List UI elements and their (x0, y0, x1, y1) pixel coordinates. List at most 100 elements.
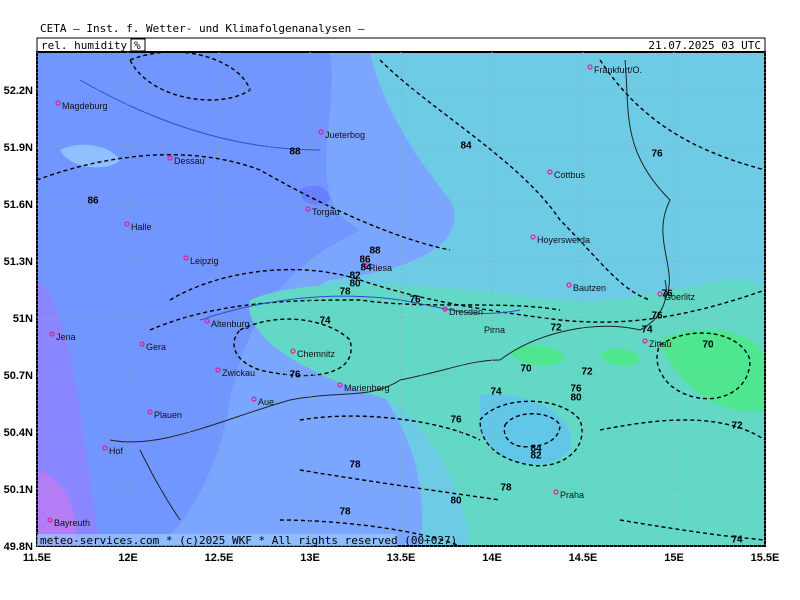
contour-label: 78 (339, 287, 351, 298)
city-marker (305, 206, 311, 212)
parameter: rel. humidity (41, 39, 127, 52)
x-tick-label: 15E (664, 552, 684, 564)
city-label: Plauen (154, 410, 182, 420)
contour-label: 84 (530, 444, 542, 455)
contour-label: 78 (500, 483, 512, 494)
contour-label: 76 (570, 384, 582, 395)
city-label: Zittau (649, 339, 672, 349)
contour-label: 76 (289, 370, 301, 381)
city-label: Praha (560, 490, 584, 500)
city-marker (167, 155, 173, 161)
contour-label: 76 (661, 289, 673, 300)
city-label: Jueterbog (325, 130, 365, 140)
contour-label: 76 (651, 311, 663, 322)
x-tick-label: 14E (482, 552, 502, 564)
city-marker (147, 409, 153, 415)
city-label: Cottbus (554, 170, 586, 180)
contour-label: 70 (702, 340, 714, 351)
city-marker (642, 338, 648, 344)
x-tick-label: 11.5E (23, 552, 51, 564)
contour-label: 70 (520, 364, 532, 375)
y-tick-label: 52.2N (4, 85, 33, 97)
contour-label: 72 (581, 367, 593, 378)
footer: meteo-services.com * (c)2025 WKF * All r… (40, 534, 457, 547)
contour-label: 76 (450, 415, 462, 426)
unit: % (134, 39, 141, 52)
x-tick-label: 12.5E (205, 552, 234, 564)
city-label: Zwickau (222, 368, 255, 378)
contour-label: 86 (359, 255, 371, 266)
y-tick-label: 51.9N (4, 142, 33, 154)
city-marker (290, 348, 296, 354)
x-tick-label: 13E (300, 552, 320, 564)
contour-label: 88 (289, 147, 301, 158)
x-tick-label: 12E (118, 552, 138, 564)
y-tick-label: 50.1N (4, 484, 33, 496)
city-marker (553, 489, 559, 495)
city-label: Bautzen (573, 283, 606, 293)
contour-label: 84 (460, 141, 472, 152)
contour-label: 82 (530, 451, 542, 462)
city-marker (47, 517, 53, 523)
contour-label: 80 (349, 279, 361, 290)
y-tick-label: 49.8N (4, 541, 33, 553)
contour-label: 72 (731, 421, 743, 432)
contour-label: 78 (339, 507, 351, 518)
x-tick-label: 14.5E (569, 552, 598, 564)
city-label: Goerlitz (664, 292, 696, 302)
contour-label: 88 (369, 246, 381, 257)
contour-label: 72 (550, 323, 562, 334)
city-marker (215, 367, 221, 373)
valid-time: 21.07.2025 03 UTC (648, 39, 761, 52)
footer-bg (37, 534, 397, 546)
x-tick-label: 15.5E (751, 552, 780, 564)
city-marker (587, 64, 593, 70)
city-marker (124, 221, 130, 227)
city-marker (139, 341, 145, 347)
city-marker (547, 169, 553, 175)
city-marker (49, 331, 55, 337)
city-label: Pirna (484, 325, 505, 335)
header-title: CETA — Inst. f. Wetter- und Klimafolgena… (40, 22, 365, 35)
city-label: Altenburg (211, 319, 250, 329)
city-label: Leipzig (190, 256, 219, 266)
city-label: Jena (56, 332, 76, 342)
city-marker (55, 100, 61, 106)
contour-label: 74 (490, 387, 502, 398)
city-label: Magdeburg (62, 101, 108, 111)
city-marker (102, 445, 108, 451)
x-tick-label: 13.5E (387, 552, 416, 564)
y-tick-label: 51N (13, 313, 33, 325)
contour-label: 76 (409, 295, 421, 306)
y-tick-label: 51.3N (4, 256, 33, 268)
contour-label: 80 (570, 393, 582, 404)
city-label: Riesa (369, 263, 392, 273)
city-marker (183, 255, 189, 261)
city-marker (204, 318, 210, 324)
y-tick-label: 50.7N (4, 370, 33, 382)
city-label: Marienberg (344, 383, 390, 393)
y-tick-label: 51.6N (4, 199, 33, 211)
city-marker (530, 234, 536, 240)
map-field (37, 52, 765, 546)
city-marker (442, 306, 448, 312)
city-marker (337, 382, 343, 388)
contour-label: 74 (319, 316, 331, 327)
city-label: Aue (258, 397, 274, 407)
contour-label: 74 (641, 325, 653, 336)
city-label: Hof (109, 446, 124, 456)
city-label: Bayreuth (54, 518, 90, 528)
contour-label: 74 (731, 535, 743, 546)
city-label: Hoyerswerda (537, 235, 590, 245)
city-label: Dessau (174, 156, 205, 166)
contour-label: 82 (349, 271, 361, 282)
contour-label: 78 (349, 460, 361, 471)
city-marker (566, 282, 572, 288)
city-label: Chemnitz (297, 349, 336, 359)
city-marker (362, 262, 368, 268)
contour-label: 76 (651, 149, 663, 160)
city-label: Frankfurt/O. (594, 65, 642, 75)
city-label: Gera (146, 342, 166, 352)
city-marker (251, 396, 257, 402)
